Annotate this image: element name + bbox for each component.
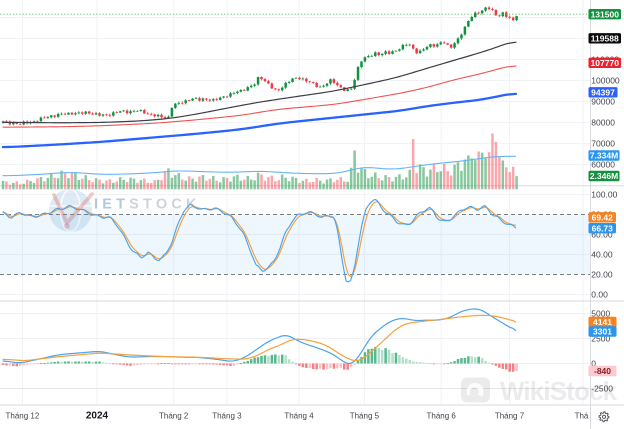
svg-text:Thá: Thá <box>575 412 589 421</box>
svg-text:20.00: 20.00 <box>591 270 613 280</box>
svg-text:Tháng 7: Tháng 7 <box>495 412 525 421</box>
svg-text:80000: 80000 <box>591 118 615 128</box>
svg-text:70000: 70000 <box>591 139 615 149</box>
svg-text:Tháng 2: Tháng 2 <box>159 412 189 421</box>
svg-text:-840: -840 <box>594 366 611 376</box>
svg-text:40.00: 40.00 <box>591 250 613 260</box>
svg-text:WikiStock: WikiStock <box>500 376 618 406</box>
svg-text:0.00: 0.00 <box>591 290 608 300</box>
svg-text:4141: 4141 <box>593 317 612 327</box>
svg-text:IETSTOCK: IETSTOCK <box>94 197 201 213</box>
svg-text:3301: 3301 <box>593 327 612 337</box>
svg-text:Tháng 3: Tháng 3 <box>212 412 242 421</box>
svg-text:2500: 2500 <box>591 334 610 344</box>
svg-text:2.346M: 2.346M <box>590 171 618 181</box>
svg-text:Tháng 6: Tháng 6 <box>427 412 457 421</box>
svg-text:131500: 131500 <box>591 9 620 19</box>
svg-text:66.73: 66.73 <box>592 223 614 233</box>
svg-text:0: 0 <box>591 359 596 369</box>
svg-text:7.334M: 7.334M <box>590 151 618 161</box>
svg-text:5000: 5000 <box>591 309 610 319</box>
svg-text:-2500: -2500 <box>591 384 613 394</box>
svg-text:60.00: 60.00 <box>591 230 613 240</box>
svg-text:94397: 94397 <box>591 87 615 97</box>
svg-text:60000: 60000 <box>591 160 615 170</box>
svg-text:107770: 107770 <box>591 58 620 68</box>
svg-text:119588: 119588 <box>591 33 619 43</box>
svg-text:2024: 2024 <box>86 411 109 422</box>
svg-text:100000: 100000 <box>591 76 620 86</box>
svg-text:Tháng 12: Tháng 12 <box>5 412 39 421</box>
svg-text:90000: 90000 <box>591 97 615 107</box>
svg-text:Tháng 5: Tháng 5 <box>350 412 380 421</box>
svg-text:Tháng 4: Tháng 4 <box>284 412 314 421</box>
svg-text:100.00: 100.00 <box>591 190 617 200</box>
svg-text:69.42: 69.42 <box>592 212 614 222</box>
